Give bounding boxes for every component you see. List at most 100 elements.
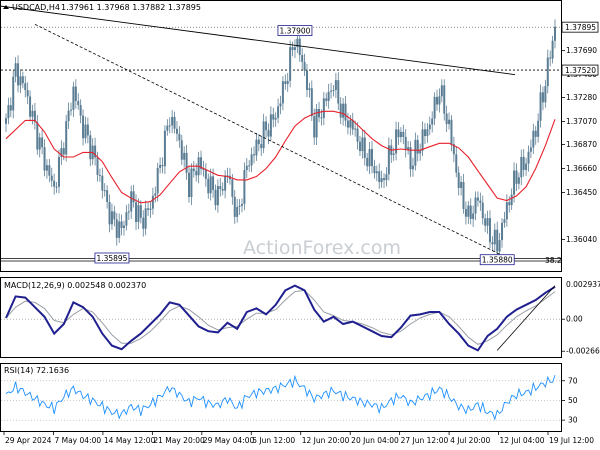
time-tick-label: 19 Jul 12:00 [549,436,594,445]
candle-body [527,151,530,164]
candle-body [414,139,417,166]
down-trend-line [0,5,516,76]
time-tick-label: 12 Jun 20:00 [302,436,350,445]
candle-body [503,219,506,223]
candle-body [216,186,219,206]
candle-body [411,165,414,170]
candle-body [240,203,243,206]
candle-body [219,186,222,190]
candle-body [431,118,434,125]
candle-body [554,26,556,41]
candle-body [7,105,10,119]
candle-body [491,242,494,245]
time-tick-label: 12 Jul 04:00 [500,436,545,445]
candle-body [127,211,130,213]
candle-body [469,205,472,219]
candle-body [513,170,516,195]
price-axis: 1.36040 1.36450 1.36660 1.36870 1.37070 1.372… [561,21,599,244]
rsi-axis: 70 50 30 [561,376,578,425]
candle-body [120,221,123,228]
candle-body [286,80,289,84]
candle-body [106,190,109,202]
candle-body [38,137,41,150]
candle-body [255,139,258,156]
price-tick-label: 1.36040 [566,235,597,244]
candle-body [330,90,333,92]
price-value-box [561,64,599,76]
candle-body [185,152,188,173]
candle-body [79,105,82,116]
candle-body [339,103,342,118]
candle-body [498,240,501,252]
price-annotations: 1.37900 1.35895 1.35880 [94,25,515,266]
candle-body [402,131,405,137]
candle-body [385,174,388,181]
candle-body [464,208,467,217]
candle-body [269,114,272,137]
candle-body [366,157,369,167]
price-tick-label: 1.37070 [566,117,597,126]
time-tick-label: 29 Apr 2024 [5,436,52,445]
candle-body [84,124,87,139]
candle-body [26,90,29,97]
macd-trend-line [496,285,556,351]
candle-body [77,101,80,106]
price-tick-label: 1.36660 [566,164,597,173]
candle-body [433,96,436,119]
candle-body [137,205,140,223]
candle-body [253,154,256,156]
candle-body [262,121,265,149]
candle-body [192,168,195,172]
candle-body [380,178,383,183]
macd-signal-line [5,289,556,345]
candle-body [180,140,183,160]
candle-body [29,96,32,117]
symbol-label: USDCAD,H4 [12,3,60,12]
candle-body [486,218,489,226]
candle-body [94,145,97,158]
candle-body [245,165,248,171]
candle-body [257,139,260,145]
candle-body [161,164,164,167]
candle-body [436,96,439,105]
candle-body [344,103,347,121]
candle-body [529,147,532,152]
candle-body [45,165,48,171]
candle-body [72,86,75,110]
price-reference-lines [1,26,561,262]
candle-body [221,189,224,191]
candle-body [190,168,193,198]
candle-body [5,118,7,124]
candle-body [65,121,68,155]
candle-body [395,129,398,154]
candle-body [419,150,422,154]
candle-body [501,222,504,241]
rsi-line [5,374,556,421]
time-tick-label: 7 May 04:00 [54,436,101,445]
candle-body [537,120,540,137]
candle-body [305,70,308,90]
candle-body [534,130,537,137]
candle-body [356,128,359,142]
candle-body [325,98,328,101]
candle-body [41,137,44,148]
candle-body [409,147,412,170]
candle-body [168,125,171,127]
candle-body [505,202,508,220]
candle-body [337,80,340,104]
candle-body [224,175,227,191]
candle-body [125,212,128,226]
candle-body [214,189,217,206]
price-value-box [561,21,599,33]
rsi-panel-frame [0,363,562,432]
candle-body [195,171,198,176]
candle-body [31,110,34,117]
candle-body [488,218,491,243]
candle-body [510,194,513,206]
candle-body [89,135,92,160]
candle-body [358,141,361,152]
candle-body [53,180,56,187]
price-title: USDCAD,H4 1.37961 1.37968 1.37882 1.3789… [3,3,201,12]
price-tick-label: 1.36870 [566,140,597,149]
candle-body [549,57,552,59]
